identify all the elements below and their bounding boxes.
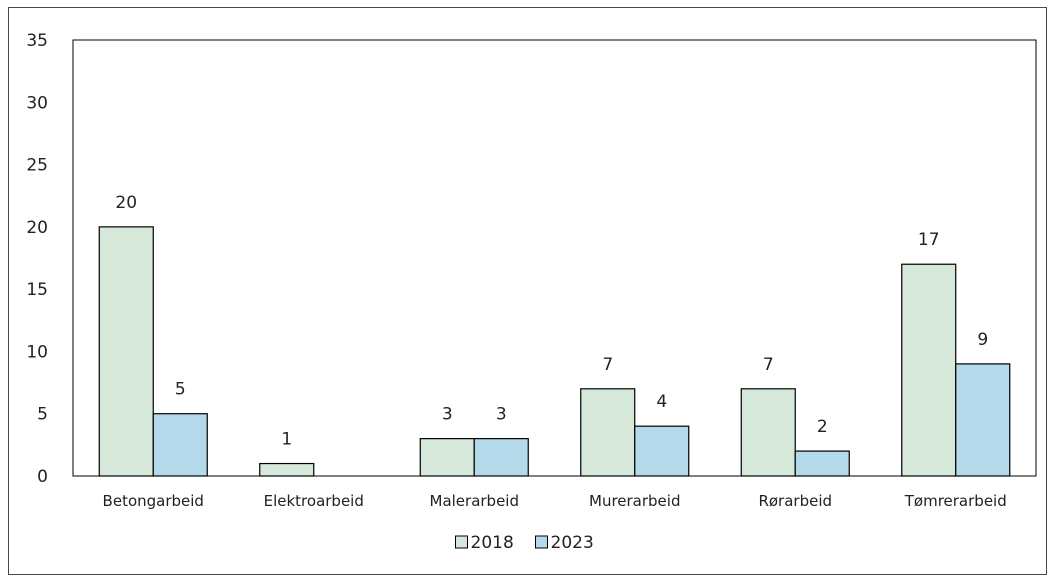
bar-2018-Murerarbeid	[580, 388, 636, 477]
bar-2023-Tømrerarbeid	[955, 363, 1011, 477]
bar-2018-Malerarbeid	[419, 438, 475, 477]
x-tick-label: Elektroarbeid	[264, 492, 364, 510]
plot-area: 0 5 10 15 20 25 30 35 20 5 Betongarbeid 1 Elektroarb…	[26, 31, 1037, 510]
x-tick-label: Murerarbeid	[589, 492, 680, 510]
bar-2018-Tømrerarbeid	[901, 263, 957, 477]
y-tick-label: 20	[26, 218, 48, 238]
y-tick-label: 30	[26, 93, 48, 113]
plot-border	[72, 39, 1037, 477]
y-tick-label: 0	[37, 467, 48, 487]
data-label: 5	[175, 380, 186, 400]
data-label: 9	[977, 330, 988, 350]
y-tick-label: 5	[37, 405, 48, 425]
x-tick-label: Tømrerarbeid	[904, 492, 1007, 510]
bar-2023-Betongarbeid	[152, 413, 208, 477]
bar-2018-Betongarbeid	[98, 226, 154, 477]
bar-2018-Rørarbeid	[740, 388, 796, 477]
legend-label: 2018	[471, 533, 514, 553]
bar-2018-Elektroarbeid	[259, 462, 315, 477]
y-tick-label: 10	[26, 342, 48, 362]
data-label: 1	[281, 430, 292, 450]
data-label: 17	[918, 230, 940, 250]
x-tick-label: Malerarbeid	[430, 492, 520, 510]
bar-2023-Rørarbeid	[794, 450, 850, 477]
x-tick-label: Rørarbeid	[758, 492, 832, 510]
data-label: 2	[817, 417, 828, 437]
data-label: 3	[496, 405, 507, 425]
chart-frame	[8, 7, 1047, 575]
chart-legend: 2018 2023	[455, 533, 594, 553]
legend-label: 2023	[551, 533, 594, 553]
legend-swatch	[455, 535, 468, 549]
bar-2023-Murerarbeid	[634, 425, 690, 477]
data-label: 3	[442, 405, 453, 425]
y-tick-label: 25	[26, 156, 48, 176]
y-tick-label: 15	[26, 280, 48, 300]
legend-swatch	[535, 535, 548, 549]
x-tick-label: Betongarbeid	[103, 492, 204, 510]
y-tick-label: 35	[26, 31, 48, 51]
data-label: 7	[763, 355, 774, 375]
data-label: 4	[656, 392, 667, 412]
data-label: 20	[115, 193, 137, 213]
bar-2023-Malerarbeid	[473, 438, 529, 477]
data-label: 7	[602, 355, 613, 375]
